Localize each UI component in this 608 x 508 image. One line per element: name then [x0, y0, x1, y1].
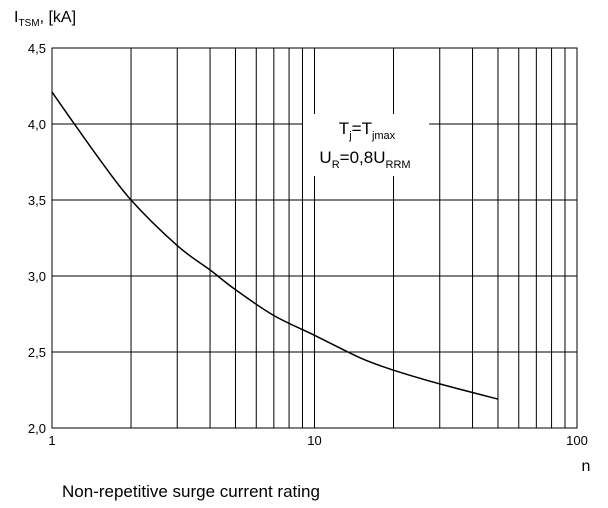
- annotation-tj-symbol: T: [339, 119, 349, 138]
- annotation-conditions-line-1: Tj=Tjmax: [339, 119, 396, 142]
- y-tick-label: 4,5: [28, 41, 46, 56]
- y-axis-unit: , [kA]: [40, 9, 76, 26]
- chart-caption: Non-repetitive surge current rating: [62, 482, 320, 501]
- surge-current-chart: 2,0 2,5 3,0 3,5 4,0 4,5 1 10 100 ITSM, [kA] n Tj…: [14, 9, 591, 475]
- annotation-ur-subscript: R: [332, 159, 340, 171]
- y-axis-symbol-subscript: TSM: [18, 18, 39, 29]
- y-axis-title: ITSM, [kA]: [14, 9, 76, 29]
- annotation-urrm-symbol: =0,8U: [340, 148, 386, 167]
- x-tick-label: 100: [566, 433, 588, 448]
- annotation-urrm-subscript: RRM: [386, 159, 411, 171]
- x-axis-title: n: [582, 458, 591, 475]
- y-tick-label: 2,5: [28, 345, 46, 360]
- plot-frame: [51, 47, 578, 429]
- annotation-ur-symbol: U: [319, 148, 331, 167]
- annotation-tjmax-symbol: =T: [352, 119, 372, 138]
- series-line: [51, 91, 499, 400]
- x-tick-label: 1: [48, 433, 55, 448]
- y-tick-label: 3,0: [28, 269, 46, 284]
- grid-lines: [51, 47, 577, 429]
- y-tick-label: 3,5: [28, 193, 46, 208]
- annotation-tj-subscript: j: [348, 130, 351, 142]
- y-axis-symbol: I: [14, 9, 18, 26]
- tick-labels: 2,0 2,5 3,0 3,5 4,0 4,5 1 10 100: [28, 41, 588, 448]
- x-tick-label: 10: [307, 433, 321, 448]
- annotation-tjmax-subscript: jmax: [371, 130, 396, 142]
- y-tick-label: 4,0: [28, 117, 46, 132]
- annotation-conditions-line-2: UR=0,8URRM: [319, 148, 410, 171]
- y-tick-label: 2,0: [28, 421, 46, 436]
- annotation-background: [303, 114, 429, 176]
